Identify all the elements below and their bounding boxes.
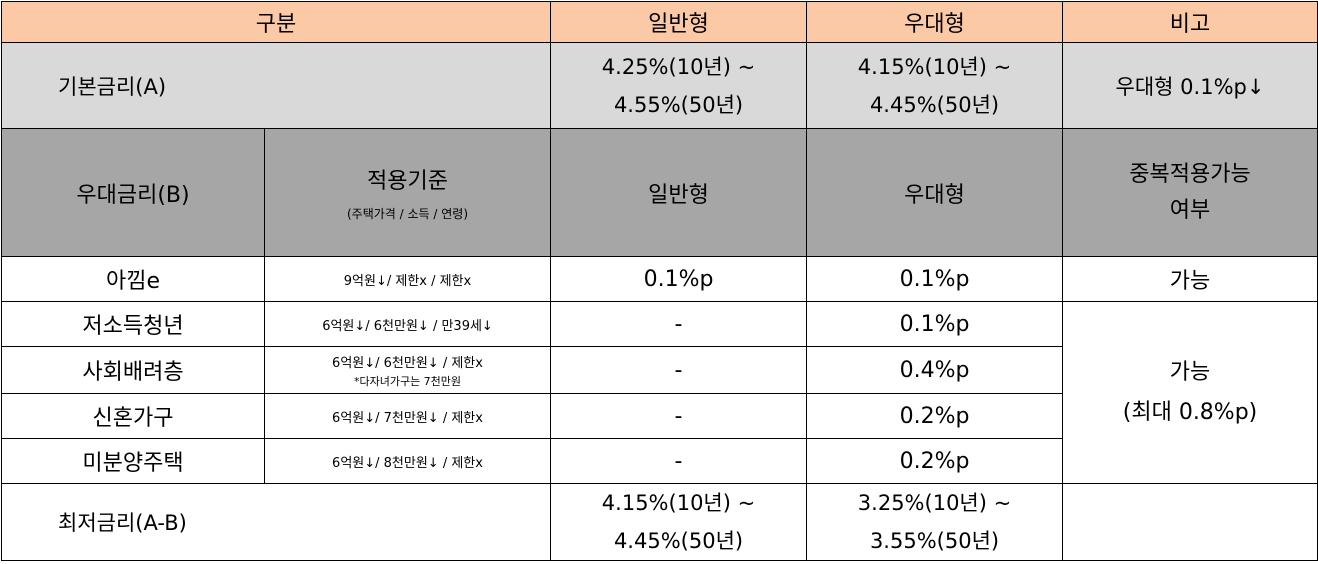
bonus-header-row: 우대금리(B) 적용기준 (주택가격 / 소득 / 연령) 일반형 우대형 중복…: [1, 128, 1318, 257]
bonus-general-header: 일반형: [550, 128, 808, 257]
table-row: 저소득청년 6억원↓/ 6천만원↓ / 만39세↓ - 0.1%p 가능 (최대…: [1, 301, 1318, 484]
base-rate-preferred-line1: 4.15%(10년) ~: [857, 54, 1012, 79]
row-general: 0.1%p: [550, 256, 808, 302]
row-preferred: 0.1%p: [806, 301, 1064, 347]
row-criteria: 6억원↓/ 6천만원↓ / 만39세↓: [263, 301, 552, 347]
min-rate-preferred-line1: 3.25%(10년) ~: [857, 491, 1012, 515]
table-header-row: 구분 일반형 우대형 비고: [0, 1, 1318, 43]
row-general: -: [550, 301, 808, 347]
group-dup-cell: 가능 (최대 0.8%p): [1062, 301, 1318, 484]
criteria-title: 적용기준: [367, 169, 448, 194]
bonus-criteria-header: 적용기준 (주택가격 / 소득 / 연령): [263, 128, 552, 257]
dup-header-line1: 중복적용가능: [1129, 161, 1251, 187]
base-rate-preferred-line2: 4.45%(50년): [869, 92, 1000, 117]
row-criteria: 6억원↓/ 8천만원↓ / 제한x: [263, 438, 552, 484]
row-criteria-main: 6억원↓/ 6천만원↓ / 제한x: [332, 355, 483, 371]
group-dup-line1: 가능: [1169, 359, 1211, 385]
row-criteria-note: *다자녀가구는 7천만원: [353, 374, 462, 388]
row-preferred: 0.4%p: [806, 346, 1064, 394]
row-dup: 가능: [1062, 256, 1318, 302]
row-name: 미분양주택: [1, 438, 265, 484]
group-dup-line2: (최대 0.8%p): [1122, 399, 1258, 425]
row-general: -: [550, 346, 808, 394]
row-name: 신혼가구: [1, 393, 265, 439]
criteria-subtitle: (주택가격 / 소득 / 연령): [346, 207, 469, 221]
header-remarks: 비고: [1062, 1, 1318, 43]
bonus-preferred-header: 우대형: [806, 128, 1064, 257]
row-general: -: [550, 393, 808, 439]
base-rate-general-line1: 4.25%(10년) ~: [601, 54, 756, 79]
min-rate-label: 최저금리(A-B): [0, 483, 552, 561]
table-row: 사회배려층 6억원↓/ 6천만원↓ / 제한x *다자녀가구는 7천만원 - 0…: [1, 346, 1318, 394]
row-name: 저소득청년: [1, 301, 265, 347]
base-rate-general: 4.25%(10년) ~ 4.55%(50년): [550, 42, 808, 129]
header-general: 일반형: [550, 1, 808, 43]
row-name: 사회배려층: [1, 346, 265, 394]
base-rate-label: 기본금리(A): [0, 42, 552, 129]
row-criteria: 6억원↓/ 7천만원↓ / 제한x: [263, 393, 552, 439]
min-rate-general: 4.15%(10년) ~ 4.45%(50년): [550, 483, 808, 561]
row-preferred: 0.1%p: [806, 256, 1064, 302]
table-row: 미분양주택 6억원↓/ 8천만원↓ / 제한x - 0.2%p: [1, 438, 1318, 484]
header-category: 구분: [0, 1, 552, 43]
row-preferred: 0.2%p: [806, 393, 1064, 439]
header-preferred: 우대형: [806, 1, 1064, 43]
row-preferred: 0.2%p: [806, 438, 1064, 484]
bonus-label: 우대금리(B): [1, 128, 265, 257]
min-rate-general-line1: 4.15%(10년) ~: [601, 491, 756, 515]
base-rate-general-line2: 4.55%(50년): [613, 92, 744, 117]
min-rate-preferred: 3.25%(10년) ~ 3.55%(50년): [806, 483, 1064, 561]
row-criteria: 6억원↓/ 6천만원↓ / 제한x *다자녀가구는 7천만원: [263, 346, 552, 394]
dup-header-line2: 여부: [1169, 197, 1211, 223]
table-row: 신혼가구 6억원↓/ 7천만원↓ / 제한x - 0.2%p: [1, 393, 1318, 439]
row-general: -: [550, 438, 808, 484]
min-rate-general-line2: 4.45%(50년): [613, 529, 744, 553]
base-rate-preferred: 4.15%(10년) ~ 4.45%(50년): [806, 42, 1064, 129]
bonus-dup-header: 중복적용가능 여부: [1062, 128, 1318, 257]
base-rate-row: 기본금리(A) 4.25%(10년) ~ 4.55%(50년) 4.15%(10…: [0, 42, 1318, 129]
table-row: 아낌e 9억원↓/ 제한x / 제한x 0.1%p 0.1%p 가능: [1, 256, 1318, 302]
min-rate-row: 최저금리(A-B) 4.15%(10년) ~ 4.45%(50년) 3.25%(…: [0, 483, 1318, 561]
row-criteria: 9억원↓/ 제한x / 제한x: [263, 256, 552, 302]
min-rate-note: [1062, 483, 1318, 561]
row-name: 아낌e: [1, 256, 265, 302]
min-rate-preferred-line2: 3.55%(50년): [869, 529, 1000, 553]
base-rate-note: 우대형 0.1%p↓: [1062, 42, 1318, 129]
